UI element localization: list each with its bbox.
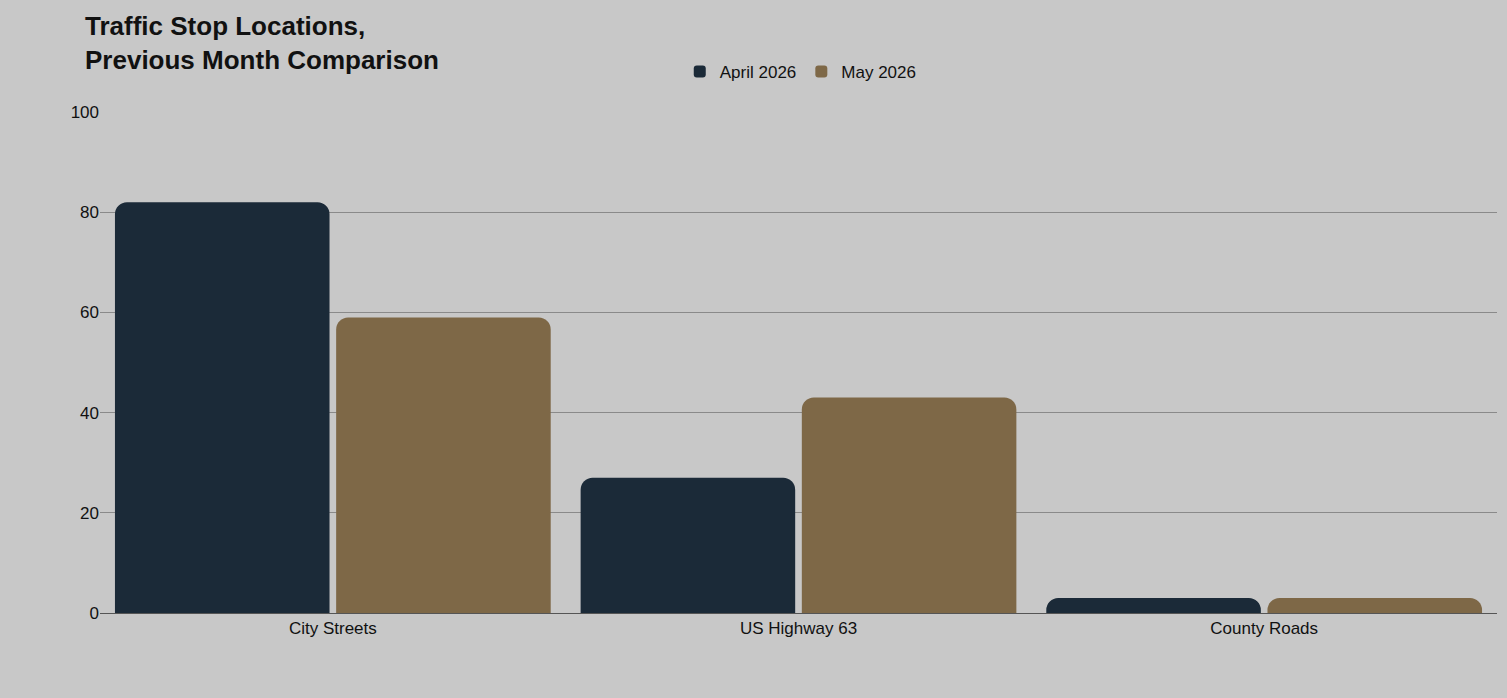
svg-text:Traffic Stop Locations,Previou: Traffic Stop Locations,Previous Month Co… xyxy=(85,11,439,75)
svg-text:60: 60 xyxy=(80,303,99,322)
svg-text:City Streets: City Streets xyxy=(289,619,377,638)
svg-text:US Highway 63: US Highway 63 xyxy=(740,619,857,638)
svg-text:100: 100 xyxy=(71,103,99,122)
svg-text:20: 20 xyxy=(80,504,99,523)
svg-text:80: 80 xyxy=(80,203,99,222)
svg-text:40: 40 xyxy=(80,404,99,423)
svg-text:0: 0 xyxy=(90,604,99,623)
svg-text:County Roads: County Roads xyxy=(1210,619,1318,638)
svg-text:April 2026: April 2026 xyxy=(720,63,797,82)
svg-text:May 2026: May 2026 xyxy=(841,63,916,82)
